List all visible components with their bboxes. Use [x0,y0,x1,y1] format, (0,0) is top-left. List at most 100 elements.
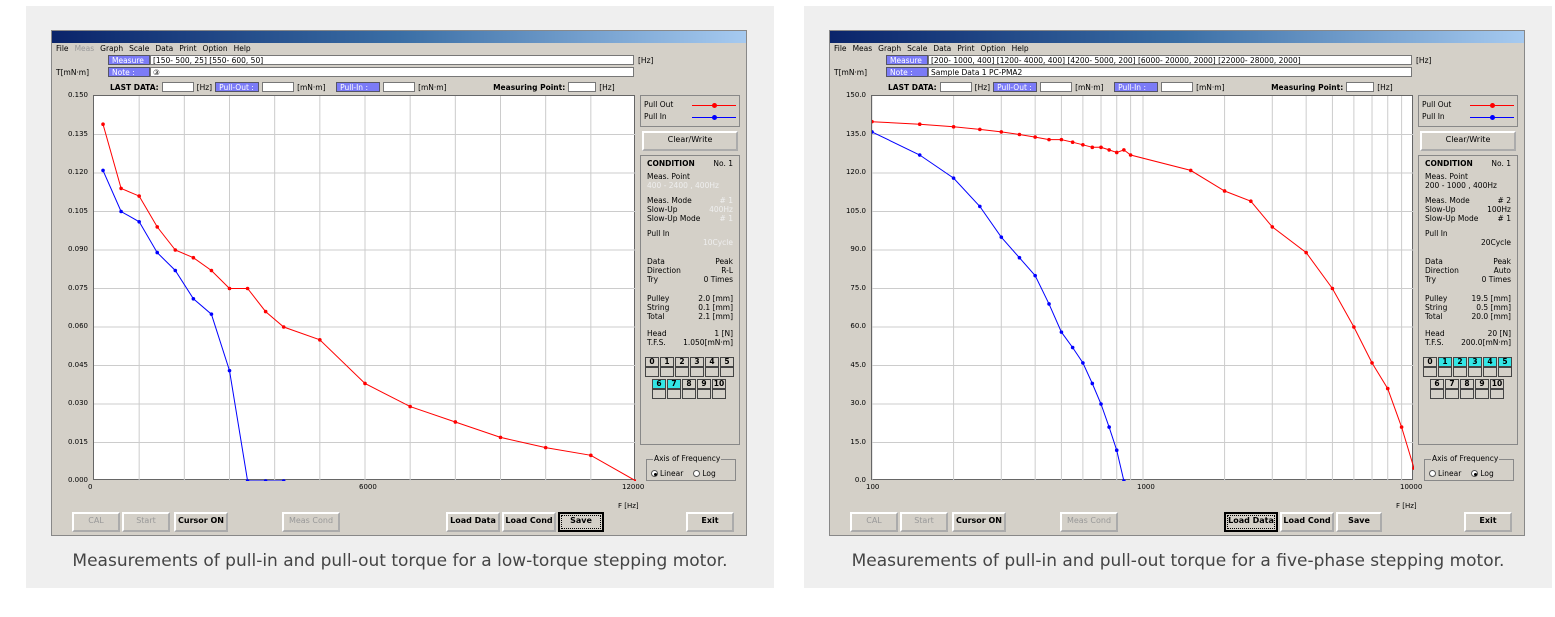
channel-6-label: 6 [652,379,666,389]
log-radio-dot[interactable] [1471,470,1479,477]
exit-button[interactable]: Exit [686,512,734,532]
pull-out-button[interactable]: Pull-Out : [215,82,260,92]
note-field[interactable]: ③ [150,67,634,77]
cursor-button[interactable]: Cursor ON [952,512,1006,532]
menu-item[interactable]: Scale [907,43,928,53]
menu-item[interactable]: Meas [852,43,873,53]
log-radio[interactable]: Log [693,469,716,478]
meas-cond-button[interactable]: Meas Cond [1060,512,1118,532]
clear-write-button[interactable]: Clear/Write [642,131,738,151]
data-point [872,130,874,134]
menu-item[interactable]: Help [233,43,251,53]
channel-6-button[interactable] [652,389,666,399]
menu-item[interactable]: Data [155,43,174,53]
data-point [1412,466,1414,470]
menu-item[interactable]: Help [1011,43,1029,53]
channel-10-button[interactable] [1490,389,1504,399]
channel-4-label: 4 [705,357,719,367]
channel-4-button[interactable] [1483,367,1497,377]
pulley-value: 19.5 [mm] [1471,294,1511,303]
data-point [1222,189,1227,193]
legend-swatch-red [692,102,736,108]
data-point [1385,386,1390,391]
channel-8-button[interactable] [1460,389,1474,399]
linear-radio[interactable]: Linear [651,469,683,478]
menu-item[interactable]: Print [179,43,197,53]
channel-7-label: 7 [1445,379,1459,389]
channel-0-button[interactable] [1423,367,1437,377]
pull-in-button[interactable]: Pull-In : [1114,82,1159,92]
linear-radio[interactable]: Linear [1429,469,1461,478]
menu-item[interactable]: Scale [129,43,150,53]
start-button[interactable]: Start [900,512,948,532]
pull-out-field [262,82,295,92]
channel-9-button[interactable] [697,389,711,399]
menu-item[interactable]: Meas [74,43,95,53]
menu-item[interactable]: Data [933,43,952,53]
pull-in-label: Pull In [647,229,670,238]
menu-item[interactable]: Option [202,43,228,53]
channel-3-button[interactable] [1468,367,1482,377]
channel-2-button[interactable] [675,367,689,377]
clear-write-button[interactable]: Clear/Write [1420,131,1516,151]
menu-item[interactable]: File [56,43,69,53]
load-data-button[interactable]: Load Data [1224,512,1278,532]
measure-button[interactable]: Measure : [886,55,928,75]
menu-item[interactable]: Graph [100,43,124,53]
channel-5-button[interactable] [720,367,734,377]
pulley-value: 2.0 [mm] [698,294,733,303]
measure-field[interactable]: [200- 1000, 400] [1200- 4000, 400] [4200… [928,55,1412,65]
channel-0-button[interactable] [645,367,659,377]
channel-5-button[interactable] [1498,367,1512,377]
pull-in-button[interactable]: Pull-In : [336,82,381,92]
y-tick-label: 30.0 [850,399,866,407]
note-field[interactable]: Sample Data 1 PC-PMA2 [928,67,1412,77]
log-radio-dot[interactable] [693,470,701,477]
pull-out-button[interactable]: Pull-Out : [993,82,1038,92]
measure-button[interactable]: Measure : [108,55,150,75]
menu-item[interactable]: Print [957,43,975,53]
log-radio[interactable]: Log [1471,469,1494,478]
channel-8-button[interactable] [682,389,696,399]
channel-7-button[interactable] [1445,389,1459,399]
channel-9-button[interactable] [1475,389,1489,399]
save-button[interactable]: Save [1336,512,1382,532]
menu-item[interactable]: Option [980,43,1006,53]
note-button[interactable]: Note : [886,67,928,77]
meas-mode-value: # 2 [1497,196,1511,205]
condition-header: CONDITION No. 1 [641,159,739,168]
measuring-point-label: Measuring Point: [1271,82,1344,92]
channel-7-button[interactable] [667,389,681,399]
measure-row: Measure :[200- 1000, 400] [1200- 4000, 4… [834,55,1431,75]
load-cond-button[interactable]: Load Cond [502,512,556,532]
menu-item[interactable]: Graph [878,43,902,53]
load-data-button[interactable]: Load Data [446,512,500,532]
note-button[interactable]: Note : [108,67,150,77]
channel-1-button[interactable] [1438,367,1452,377]
data-point [634,479,636,481]
load-cond-button[interactable]: Load Cond [1280,512,1334,532]
meas-cond-button[interactable]: Meas Cond [282,512,340,532]
channel-1-button[interactable] [660,367,674,377]
cal-button[interactable]: CAL [72,512,120,532]
data-point [1070,345,1075,350]
channel-4-button[interactable] [705,367,719,377]
cursor-button[interactable]: Cursor ON [174,512,228,532]
measure-field[interactable]: [150- 500, 25] [550- 600, 50] [150,55,634,65]
menu-item[interactable]: File [834,43,847,53]
linear-radio-dot[interactable] [651,470,658,477]
channel-3-button[interactable] [690,367,704,377]
exit-button[interactable]: Exit [1464,512,1512,532]
data-point [1047,302,1051,306]
condition-panel: CONDITION No. 1 Meas. Point 400 - 2400 , 40… [640,155,740,445]
data-point [1059,330,1064,334]
channel-2-button[interactable] [1453,367,1467,377]
start-button[interactable]: Start [122,512,170,532]
linear-radio-dot[interactable] [1429,470,1436,477]
channel-10-button[interactable] [712,389,726,399]
channel-6-button[interactable] [1430,389,1444,399]
data-point [263,309,268,314]
cal-button[interactable]: CAL [850,512,898,532]
save-button[interactable]: Save [558,512,604,532]
